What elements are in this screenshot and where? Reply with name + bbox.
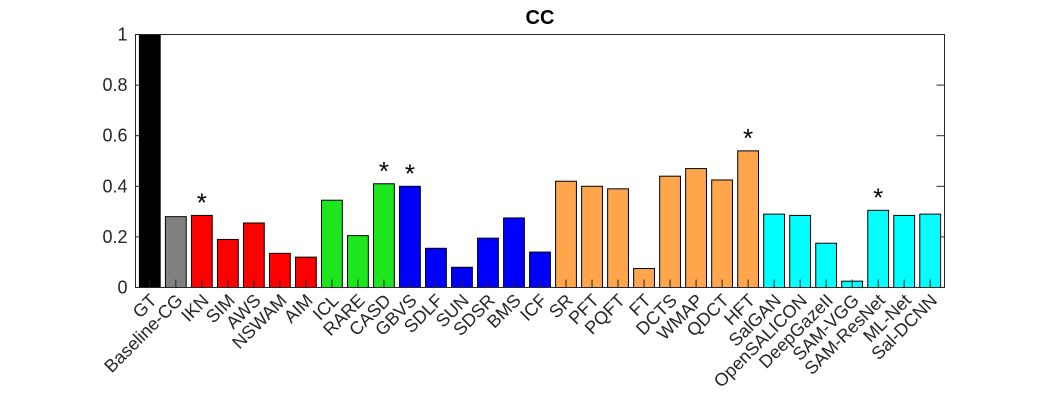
bar-pft (581, 185, 603, 288)
bar-qdct (711, 179, 733, 289)
bar-sal-dcnn (919, 213, 942, 289)
bar-gt (138, 34, 161, 288)
significance-stars: * * * * * (197, 123, 883, 218)
bar-bms (503, 217, 525, 288)
bar-gbvs (399, 185, 421, 288)
y-tick-label: 0 (117, 278, 127, 298)
significance-star: * (873, 182, 883, 212)
bar-opensalicon (789, 214, 812, 289)
plot-frame (135, 34, 945, 288)
significance-star: * (743, 123, 753, 153)
y-axis: 0 0.2 0.4 0.6 0.8 1 (102, 25, 945, 298)
bar-baseline-cg (164, 216, 187, 288)
bar-ikn (190, 214, 213, 289)
bar-sr (555, 180, 577, 289)
bar-dcts (659, 175, 681, 288)
significance-star: * (197, 187, 207, 217)
bar-wmap (685, 168, 707, 288)
y-tick-label: 0.2 (102, 227, 127, 247)
bar-hft (737, 150, 760, 288)
significance-star: * (405, 158, 415, 188)
bar-casd (373, 183, 395, 289)
bar-ml-net (893, 214, 916, 289)
x-axis: GTBaseline-CGIKNSIMAWSNSWAMAIMICLRARECAS… (100, 279, 941, 391)
bar-salgan (763, 213, 786, 289)
bars (138, 34, 942, 289)
chart-title: CC (526, 7, 555, 29)
y-tick-label: 1 (117, 25, 127, 45)
y-tick-label: 0.6 (102, 126, 127, 146)
bar-aws (242, 222, 265, 288)
y-tick-label: 0.8 (102, 75, 127, 95)
bar-pqft (607, 188, 629, 288)
bar-sam-resnet (867, 209, 890, 289)
significance-star: * (379, 156, 389, 186)
y-tick-label: 0.4 (102, 176, 127, 196)
bar-icl (320, 199, 343, 288)
